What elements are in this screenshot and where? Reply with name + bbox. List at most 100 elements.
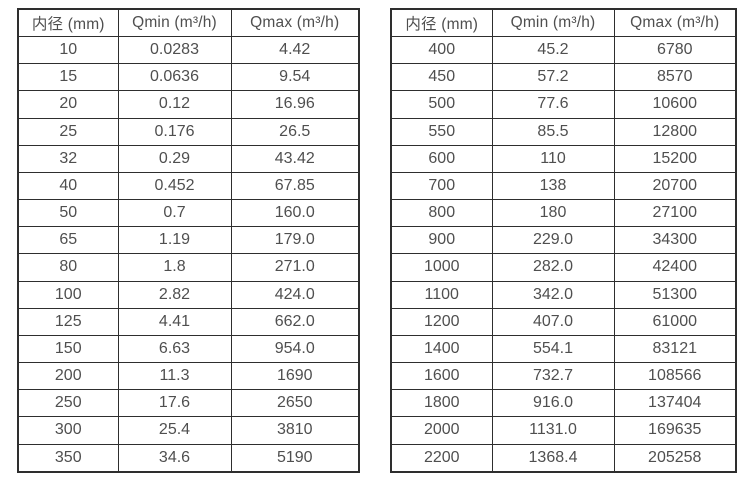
qmin-cell: 1131.0 [491, 416, 615, 445]
qmin-cell: 554.1 [491, 334, 615, 364]
qmax-cell: 8570 [613, 63, 737, 92]
qmax-cell: 137404 [613, 389, 737, 418]
table-row: 150 6.63 954.0 [17, 334, 360, 364]
qmin-cell: 4.41 [117, 307, 232, 336]
table-row: 125 4.41 662.0 [17, 307, 360, 336]
column-header-qmax: Qmax (m³/h) [230, 8, 360, 37]
diameter-cell: 1600 [390, 362, 493, 391]
diameter-cell: 10 [17, 35, 119, 65]
qmin-cell: 6.63 [117, 334, 232, 364]
flow-rate-table-large-diameters: 内径 (mm) Qmin (m³/h) Qmax (m³/h) 400 45.2 6… [390, 8, 737, 473]
diameter-cell: 900 [390, 226, 493, 255]
table-row: 800 180 27100 [390, 199, 737, 228]
qmax-cell: 6780 [613, 35, 737, 65]
diameter-cell: 800 [390, 199, 493, 228]
qmax-cell: 179.0 [230, 226, 360, 255]
table-row: 80 1.8 271.0 [17, 253, 360, 282]
table-row: 2200 1368.4 205258 [390, 443, 737, 473]
qmax-cell: 42400 [613, 253, 737, 282]
diameter-cell: 80 [17, 253, 119, 282]
qmin-cell: 17.6 [117, 389, 232, 418]
column-header-diameter: 内径 (mm) [17, 8, 119, 37]
column-header-qmax: Qmax (m³/h) [613, 8, 737, 37]
table-row: 550 85.5 12800 [390, 117, 737, 146]
table-row: 600 110 15200 [390, 144, 737, 173]
table-row: 2000 1131.0 169635 [390, 416, 737, 445]
diameter-cell: 350 [17, 443, 119, 473]
table-row: 20 0.12 16.96 [17, 90, 360, 119]
diameter-cell: 600 [390, 144, 493, 173]
table-row: 10 0.0283 4.42 [17, 35, 360, 65]
table-row: 400 45.2 6780 [390, 35, 737, 65]
qmin-cell: 77.6 [491, 90, 615, 119]
qmax-cell: 169635 [613, 416, 737, 445]
qmax-cell: 4.42 [230, 35, 360, 65]
qmin-cell: 1.8 [117, 253, 232, 282]
column-header-qmin: Qmin (m³/h) [117, 8, 232, 37]
qmin-cell: 0.7 [117, 199, 232, 228]
diameter-cell: 65 [17, 226, 119, 255]
qmax-cell: 12800 [613, 117, 737, 146]
diameter-cell: 300 [17, 416, 119, 445]
diameter-cell: 125 [17, 307, 119, 336]
table-body: 400 45.2 6780 450 57.2 8570 500 77.6 10600 550 85.… [390, 35, 737, 473]
qmax-cell: 3810 [230, 416, 360, 445]
qmax-cell: 160.0 [230, 199, 360, 228]
qmax-cell: 16.96 [230, 90, 360, 119]
qmax-cell: 205258 [613, 443, 737, 473]
qmin-cell: 0.12 [117, 90, 232, 119]
diameter-cell: 450 [390, 63, 493, 92]
table-row: 250 17.6 2650 [17, 389, 360, 418]
qmax-cell: 954.0 [230, 334, 360, 364]
diameter-cell: 2200 [390, 443, 493, 473]
qmax-cell: 26.5 [230, 117, 360, 146]
qmin-cell: 180 [491, 199, 615, 228]
qmin-cell: 229.0 [491, 226, 615, 255]
qmin-cell: 11.3 [117, 362, 232, 391]
qmax-cell: 83121 [613, 334, 737, 364]
table-row: 1800 916.0 137404 [390, 389, 737, 418]
diameter-cell: 150 [17, 334, 119, 364]
diameter-cell: 500 [390, 90, 493, 119]
diameter-cell: 250 [17, 389, 119, 418]
qmax-cell: 27100 [613, 199, 737, 228]
table-body: 10 0.0283 4.42 15 0.0636 9.54 20 0.12 16.96 25 0.1… [17, 35, 360, 473]
diameter-cell: 40 [17, 171, 119, 201]
table-row: 900 229.0 34300 [390, 226, 737, 255]
table-row: 500 77.6 10600 [390, 90, 737, 119]
diameter-cell: 400 [390, 35, 493, 65]
table-row: 50 0.7 160.0 [17, 199, 360, 228]
qmax-cell: 662.0 [230, 307, 360, 336]
qmin-cell: 342.0 [491, 280, 615, 309]
table-row: 1600 732.7 108566 [390, 362, 737, 391]
table-row: 40 0.452 67.85 [17, 171, 360, 201]
qmin-cell: 0.176 [117, 117, 232, 146]
qmin-cell: 282.0 [491, 253, 615, 282]
qmax-cell: 5190 [230, 443, 360, 473]
qmin-cell: 0.0636 [117, 63, 232, 92]
table-row: 350 34.6 5190 [17, 443, 360, 473]
diameter-cell: 20 [17, 90, 119, 119]
flow-rate-table-small-diameters: 内径 (mm) Qmin (m³/h) Qmax (m³/h) 10 0.0283… [17, 8, 360, 473]
qmin-cell: 45.2 [491, 35, 615, 65]
diameter-cell: 1000 [390, 253, 493, 282]
table-row: 25 0.176 26.5 [17, 117, 360, 146]
qmax-cell: 61000 [613, 307, 737, 336]
qmax-cell: 43.42 [230, 144, 360, 173]
qmin-cell: 732.7 [491, 362, 615, 391]
diameter-cell: 1800 [390, 389, 493, 418]
column-header-qmin: Qmin (m³/h) [491, 8, 615, 37]
header-row: 内径 (mm) Qmin (m³/h) Qmax (m³/h) [390, 8, 737, 37]
header-row: 内径 (mm) Qmin (m³/h) Qmax (m³/h) [17, 8, 360, 37]
qmin-cell: 25.4 [117, 416, 232, 445]
qmax-cell: 15200 [613, 144, 737, 173]
diameter-cell: 1100 [390, 280, 493, 309]
table-row: 100 2.82 424.0 [17, 280, 360, 309]
diameter-cell: 200 [17, 362, 119, 391]
table-row: 200 11.3 1690 [17, 362, 360, 391]
table-row: 1000 282.0 42400 [390, 253, 737, 282]
qmax-cell: 51300 [613, 280, 737, 309]
qmax-cell: 108566 [613, 362, 737, 391]
table-row: 1100 342.0 51300 [390, 280, 737, 309]
qmax-cell: 271.0 [230, 253, 360, 282]
